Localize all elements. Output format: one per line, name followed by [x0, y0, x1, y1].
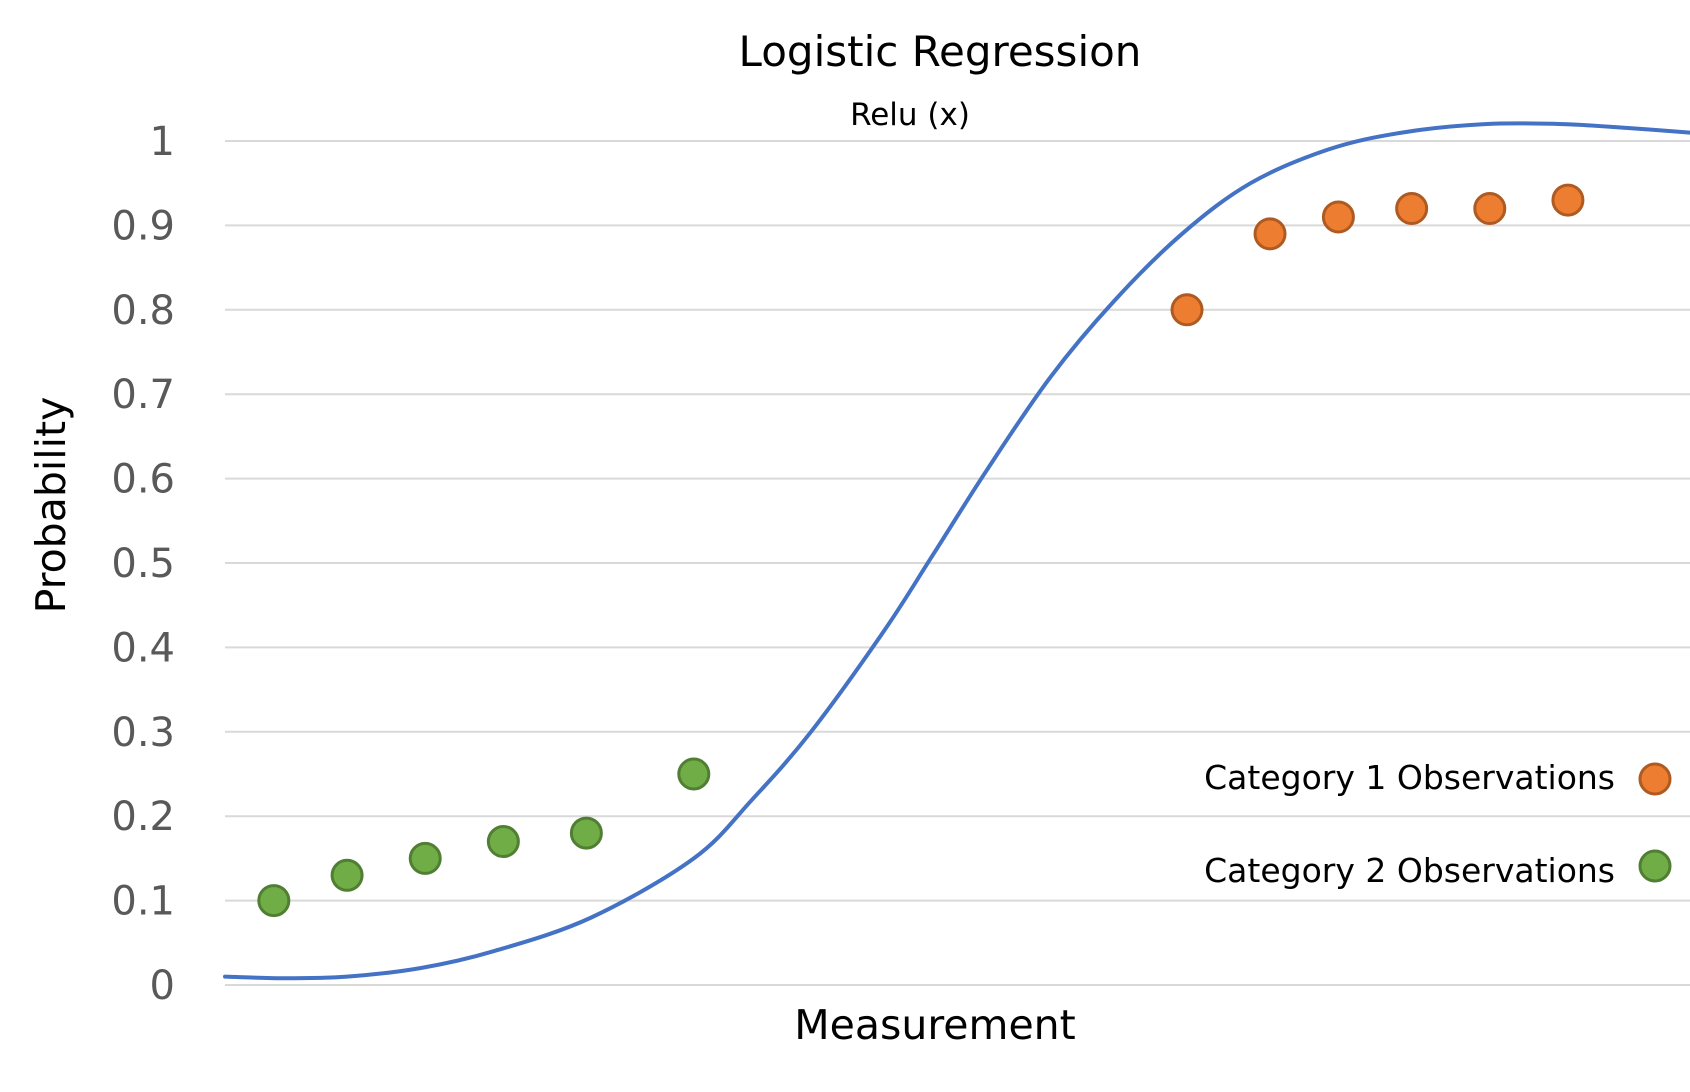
category-2-point — [569, 816, 603, 850]
category-2-point — [330, 858, 364, 892]
regression-curve — [223, 121, 1690, 981]
y-tick-label: 0.3 — [111, 710, 175, 756]
legend-label-category-2: Category 2 Observations — [1204, 851, 1615, 890]
chart-title: Logistic Regression — [739, 27, 1142, 76]
x-axis-title: Measurement — [794, 1001, 1075, 1049]
chart-subtitle: Relu (x) — [850, 97, 970, 133]
category-1-point — [1473, 192, 1507, 226]
y-axis-title: Probability — [27, 397, 75, 614]
category-1-point — [1253, 217, 1287, 251]
legend-entry-category-1: Category 1 Observations — [1204, 758, 1672, 797]
y-tick-label: 0.6 — [111, 457, 175, 503]
y-tick-label: 0 — [150, 963, 175, 1009]
category-1-point — [1395, 192, 1429, 226]
y-tick-label: 0.4 — [111, 625, 175, 671]
y-tick-label: 0.5 — [111, 541, 175, 587]
category-2-point — [677, 757, 711, 791]
y-tick-label: 1 — [150, 119, 175, 165]
regression-curve-layer — [223, 121, 1690, 981]
category-1-point — [1170, 293, 1204, 327]
legend-label-category-1: Category 1 Observations — [1204, 758, 1615, 797]
y-tick-label: 0.2 — [111, 794, 175, 840]
y-tick-label: 0.9 — [111, 203, 175, 249]
y-tick-label: 0.7 — [111, 372, 175, 418]
category-2-point — [486, 825, 520, 859]
y-tick-labels: 0 0.1 0.2 0.3 0.4 0.5 0.6 0.7 0.8 0.9 1 — [111, 119, 175, 1009]
legend-marker-category-1 — [1638, 762, 1672, 796]
y-tick-label: 0.1 — [111, 879, 175, 925]
category-1-point — [1551, 183, 1585, 217]
legend: Category 1 Observations Category 2 Obser… — [1204, 758, 1672, 890]
category-1-point — [1321, 200, 1355, 234]
observation-points — [257, 183, 1585, 918]
gridlines — [225, 140, 1690, 986]
legend-entry-category-2: Category 2 Observations — [1204, 849, 1672, 890]
category-2-point — [257, 884, 291, 918]
y-tick-label: 0.8 — [111, 288, 175, 334]
legend-marker-category-2 — [1638, 849, 1672, 883]
category-2-point — [408, 841, 442, 875]
